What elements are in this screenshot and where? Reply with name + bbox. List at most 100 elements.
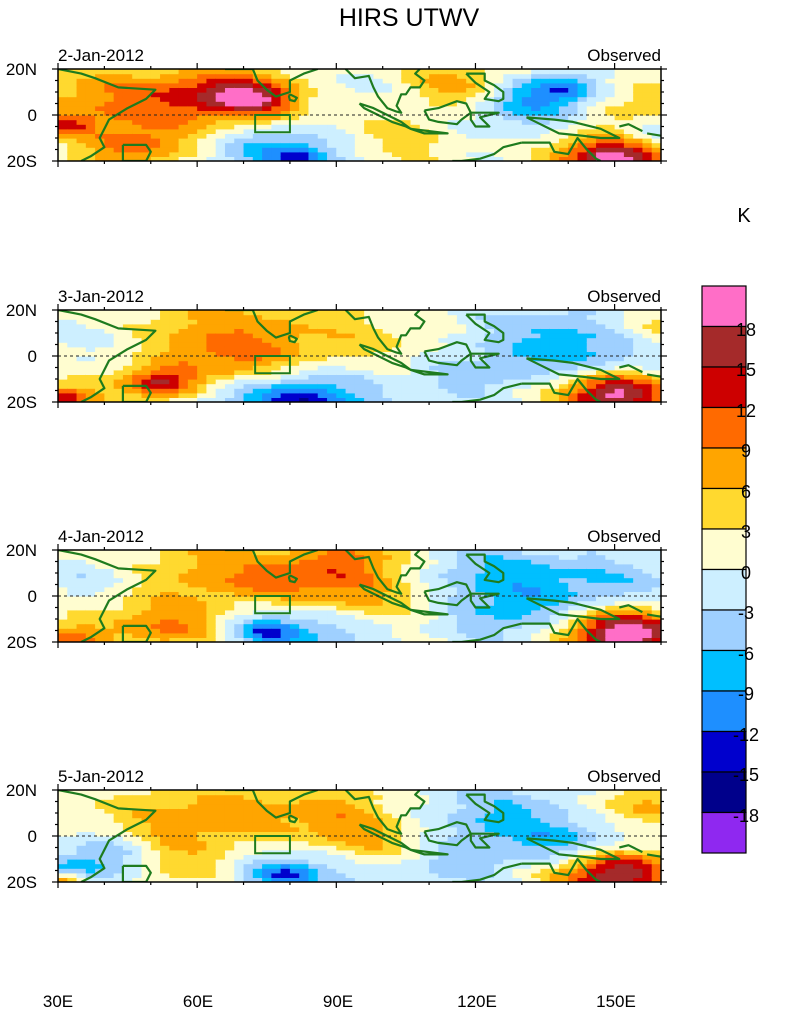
field-cell — [104, 623, 115, 629]
field-cell — [150, 156, 161, 161]
field-cell — [614, 323, 625, 329]
field-cell — [150, 73, 161, 79]
field-cell — [503, 92, 514, 98]
field-cell — [67, 73, 78, 79]
field-cell — [262, 356, 272, 362]
field-cell — [215, 872, 226, 878]
field-cell — [95, 794, 105, 800]
field-cell — [364, 577, 375, 583]
field-cell — [336, 831, 347, 837]
field-cell — [512, 582, 523, 588]
field-cell — [354, 554, 365, 560]
field-cell — [317, 124, 328, 130]
field-cell — [549, 628, 560, 634]
field-cell — [410, 591, 421, 597]
field-cell — [178, 96, 189, 102]
field-cell — [382, 632, 393, 638]
field-cell — [568, 614, 579, 620]
field-cell — [197, 69, 208, 75]
field-cell — [95, 119, 105, 125]
field-cell — [633, 323, 644, 329]
field-cell — [160, 151, 170, 157]
field-cell — [577, 568, 588, 574]
field-cell — [494, 582, 504, 588]
field-cell — [410, 319, 421, 325]
field-cell — [642, 586, 653, 592]
field-cell — [85, 128, 96, 134]
field-cell — [382, 877, 393, 882]
field-cell — [122, 82, 133, 88]
field-cell — [262, 794, 272, 800]
field-cell — [206, 133, 217, 139]
field-cell — [234, 333, 245, 339]
field-cell — [104, 92, 115, 98]
field-cell — [169, 614, 180, 620]
field-cell — [206, 577, 217, 583]
field-cell — [150, 877, 161, 882]
field-cell — [586, 573, 597, 579]
field-cell — [85, 614, 96, 620]
field-cell — [76, 115, 87, 121]
field-cell — [401, 105, 412, 111]
field-cell — [113, 383, 124, 389]
field-cell — [438, 397, 449, 402]
field-cell — [169, 356, 180, 362]
field-cell — [373, 156, 384, 161]
field-cell — [568, 133, 579, 139]
field-cell — [150, 790, 161, 796]
field-cell — [531, 73, 541, 79]
field-cell — [558, 637, 569, 642]
field-cell — [651, 591, 661, 597]
field-cell — [76, 151, 87, 157]
field-cell — [596, 582, 606, 588]
field-cell — [289, 73, 300, 79]
field-cell — [169, 836, 180, 842]
field-cell — [345, 351, 356, 357]
field-cell — [58, 124, 68, 130]
field-cell — [568, 342, 579, 348]
field-cell — [122, 831, 133, 837]
field-cell — [568, 147, 579, 153]
field-cell — [364, 845, 375, 851]
field-cell — [456, 374, 467, 380]
field-cell — [122, 87, 133, 93]
field-cell — [104, 605, 115, 611]
field-cell — [150, 351, 161, 357]
field-cell — [475, 568, 486, 574]
field-cell — [122, 133, 133, 139]
field-cell — [419, 573, 430, 579]
field-cell — [391, 563, 402, 569]
field-cell — [494, 133, 504, 139]
field-cell — [76, 82, 87, 88]
field-cell — [364, 854, 375, 860]
field-cell — [391, 817, 402, 823]
field-cell — [494, 609, 504, 615]
field-cell — [419, 82, 430, 88]
field-cell — [438, 808, 449, 814]
field-cell — [623, 87, 634, 93]
field-cell — [354, 872, 365, 878]
field-cell — [122, 609, 133, 615]
field-cell — [521, 619, 532, 625]
field-cell — [456, 790, 467, 796]
field-cell — [234, 133, 245, 139]
field-cell — [252, 577, 263, 583]
field-cell — [104, 82, 115, 88]
field-cell — [596, 78, 606, 84]
field-cell — [215, 586, 226, 592]
field-cell — [160, 115, 170, 121]
field-cell — [85, 156, 96, 161]
field-cell — [540, 138, 551, 144]
field-cell — [419, 101, 430, 107]
field-cell — [391, 397, 402, 402]
field-cell — [596, 360, 606, 366]
field-cell — [596, 596, 606, 602]
field-cell — [558, 369, 569, 375]
field-cell — [58, 826, 68, 832]
field-cell — [104, 632, 115, 638]
field-cell — [568, 351, 579, 357]
field-cell — [234, 369, 245, 375]
field-cell — [521, 863, 532, 869]
field-cell — [373, 872, 384, 878]
field-cell — [586, 360, 597, 366]
